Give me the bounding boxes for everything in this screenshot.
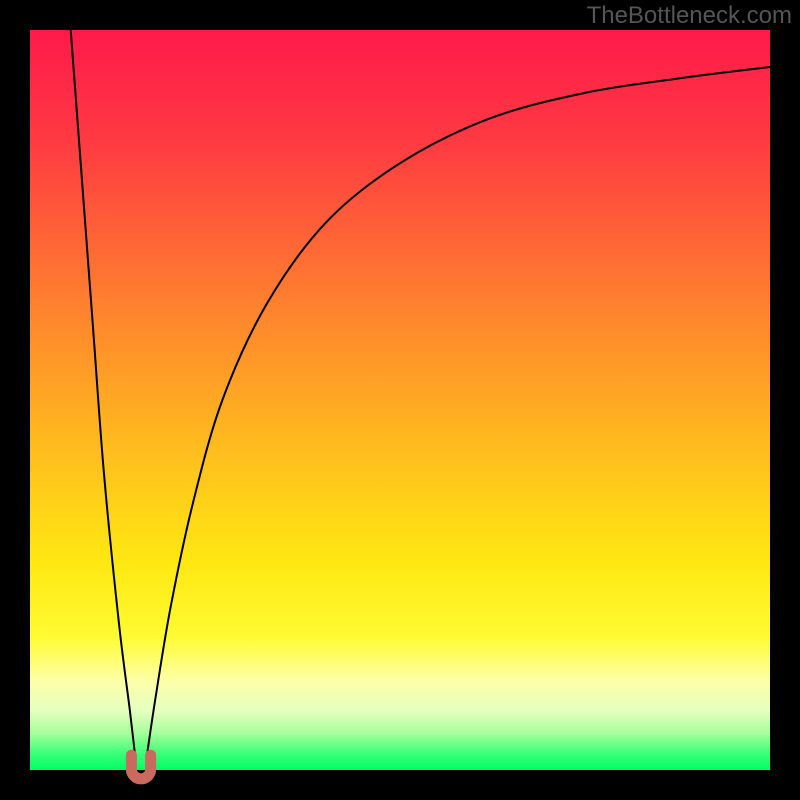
- chart-container: TheBottleneck.com: [0, 0, 800, 800]
- plot-area: [30, 30, 770, 770]
- bottleneck-chart: [0, 0, 800, 800]
- watermark-text: TheBottleneck.com: [587, 2, 792, 30]
